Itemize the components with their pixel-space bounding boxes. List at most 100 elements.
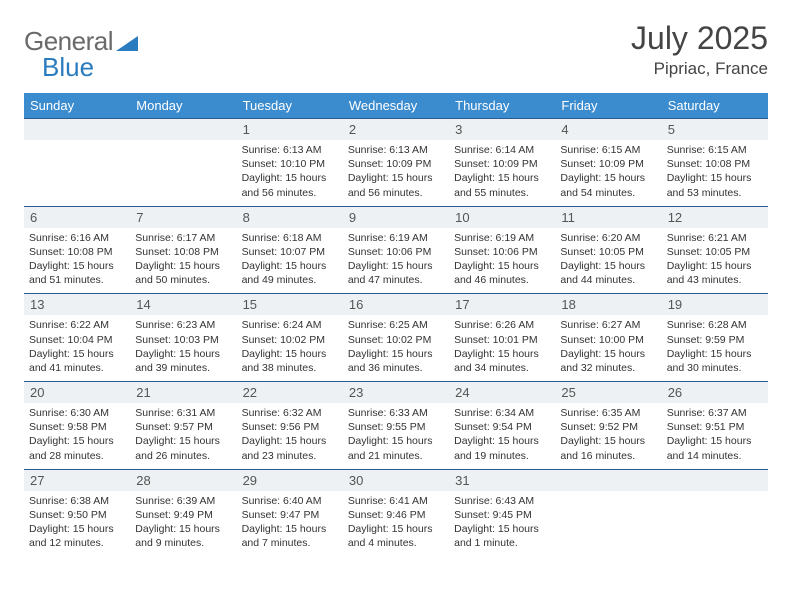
- week-row: 1Sunrise: 6:13 AMSunset: 10:10 PMDayligh…: [24, 118, 768, 206]
- day-cell: 16Sunrise: 6:25 AMSunset: 10:02 PMDaylig…: [343, 293, 449, 381]
- month-title: July 2025: [631, 20, 768, 57]
- day-cell: [555, 469, 661, 557]
- day-header-sunday: Sunday: [24, 93, 130, 118]
- day-cell: 2Sunrise: 6:13 AMSunset: 10:09 PMDayligh…: [343, 118, 449, 206]
- day-cell: 19Sunrise: 6:28 AMSunset: 9:59 PMDayligh…: [662, 293, 768, 381]
- day-number: 29: [237, 469, 343, 491]
- day-number: 28: [130, 469, 236, 491]
- day-number: 9: [343, 206, 449, 228]
- day-number: 31: [449, 469, 555, 491]
- day-number: [555, 469, 661, 491]
- day-cell: 17Sunrise: 6:26 AMSunset: 10:01 PMDaylig…: [449, 293, 555, 381]
- week-row: 27Sunrise: 6:38 AMSunset: 9:50 PMDayligh…: [24, 469, 768, 557]
- day-cell: 11Sunrise: 6:20 AMSunset: 10:05 PMDaylig…: [555, 206, 661, 294]
- day-cell: 30Sunrise: 6:41 AMSunset: 9:46 PMDayligh…: [343, 469, 449, 557]
- header: General July 2025 Pipriac, France: [24, 20, 768, 79]
- day-body: Sunrise: 6:17 AMSunset: 10:08 PMDaylight…: [130, 228, 236, 294]
- day-number: 8: [237, 206, 343, 228]
- day-number: 27: [24, 469, 130, 491]
- day-body: Sunrise: 6:18 AMSunset: 10:07 PMDaylight…: [237, 228, 343, 294]
- day-body: Sunrise: 6:26 AMSunset: 10:01 PMDaylight…: [449, 315, 555, 381]
- day-body: [555, 491, 661, 547]
- day-cell: 24Sunrise: 6:34 AMSunset: 9:54 PMDayligh…: [449, 381, 555, 469]
- day-body: Sunrise: 6:40 AMSunset: 9:47 PMDaylight:…: [237, 491, 343, 557]
- day-number: [24, 118, 130, 140]
- title-block: July 2025 Pipriac, France: [631, 20, 768, 79]
- day-number: 3: [449, 118, 555, 140]
- day-body: Sunrise: 6:34 AMSunset: 9:54 PMDaylight:…: [449, 403, 555, 469]
- day-body: Sunrise: 6:31 AMSunset: 9:57 PMDaylight:…: [130, 403, 236, 469]
- day-cell: 13Sunrise: 6:22 AMSunset: 10:04 PMDaylig…: [24, 293, 130, 381]
- day-number: [662, 469, 768, 491]
- day-body: Sunrise: 6:37 AMSunset: 9:51 PMDaylight:…: [662, 403, 768, 469]
- day-body: [130, 140, 236, 196]
- day-number: 24: [449, 381, 555, 403]
- day-body: Sunrise: 6:35 AMSunset: 9:52 PMDaylight:…: [555, 403, 661, 469]
- day-cell: 8Sunrise: 6:18 AMSunset: 10:07 PMDayligh…: [237, 206, 343, 294]
- day-header-friday: Friday: [555, 93, 661, 118]
- day-body: Sunrise: 6:39 AMSunset: 9:49 PMDaylight:…: [130, 491, 236, 557]
- day-number: 23: [343, 381, 449, 403]
- day-body: Sunrise: 6:22 AMSunset: 10:04 PMDaylight…: [24, 315, 130, 381]
- day-header-monday: Monday: [130, 93, 236, 118]
- day-cell: 14Sunrise: 6:23 AMSunset: 10:03 PMDaylig…: [130, 293, 236, 381]
- day-number: 10: [449, 206, 555, 228]
- day-number: 17: [449, 293, 555, 315]
- day-body: Sunrise: 6:28 AMSunset: 9:59 PMDaylight:…: [662, 315, 768, 381]
- day-number: 12: [662, 206, 768, 228]
- day-cell: 15Sunrise: 6:24 AMSunset: 10:02 PMDaylig…: [237, 293, 343, 381]
- day-cell: 22Sunrise: 6:32 AMSunset: 9:56 PMDayligh…: [237, 381, 343, 469]
- day-body: Sunrise: 6:13 AMSunset: 10:09 PMDaylight…: [343, 140, 449, 206]
- day-number: 26: [662, 381, 768, 403]
- day-body: [662, 491, 768, 547]
- day-number: 2: [343, 118, 449, 140]
- day-number: 22: [237, 381, 343, 403]
- day-cell: 21Sunrise: 6:31 AMSunset: 9:57 PMDayligh…: [130, 381, 236, 469]
- week-row: 20Sunrise: 6:30 AMSunset: 9:58 PMDayligh…: [24, 381, 768, 469]
- day-number: 1: [237, 118, 343, 140]
- day-header-wednesday: Wednesday: [343, 93, 449, 118]
- day-number: 5: [662, 118, 768, 140]
- week-row: 6Sunrise: 6:16 AMSunset: 10:08 PMDayligh…: [24, 206, 768, 294]
- week-row: 13Sunrise: 6:22 AMSunset: 10:04 PMDaylig…: [24, 293, 768, 381]
- day-number: 11: [555, 206, 661, 228]
- day-body: Sunrise: 6:43 AMSunset: 9:45 PMDaylight:…: [449, 491, 555, 557]
- day-cell: 6Sunrise: 6:16 AMSunset: 10:08 PMDayligh…: [24, 206, 130, 294]
- day-number: 6: [24, 206, 130, 228]
- day-number: 15: [237, 293, 343, 315]
- day-cell: 9Sunrise: 6:19 AMSunset: 10:06 PMDayligh…: [343, 206, 449, 294]
- day-cell: 29Sunrise: 6:40 AMSunset: 9:47 PMDayligh…: [237, 469, 343, 557]
- day-cell: [130, 118, 236, 206]
- day-body: Sunrise: 6:21 AMSunset: 10:05 PMDaylight…: [662, 228, 768, 294]
- day-cell: 10Sunrise: 6:19 AMSunset: 10:06 PMDaylig…: [449, 206, 555, 294]
- day-cell: 7Sunrise: 6:17 AMSunset: 10:08 PMDayligh…: [130, 206, 236, 294]
- day-cell: 5Sunrise: 6:15 AMSunset: 10:08 PMDayligh…: [662, 118, 768, 206]
- day-cell: 23Sunrise: 6:33 AMSunset: 9:55 PMDayligh…: [343, 381, 449, 469]
- day-number: 21: [130, 381, 236, 403]
- day-cell: 3Sunrise: 6:14 AMSunset: 10:09 PMDayligh…: [449, 118, 555, 206]
- day-cell: 4Sunrise: 6:15 AMSunset: 10:09 PMDayligh…: [555, 118, 661, 206]
- day-body: Sunrise: 6:24 AMSunset: 10:02 PMDaylight…: [237, 315, 343, 381]
- day-header-row: SundayMondayTuesdayWednesdayThursdayFrid…: [24, 93, 768, 118]
- day-cell: 25Sunrise: 6:35 AMSunset: 9:52 PMDayligh…: [555, 381, 661, 469]
- day-number: 25: [555, 381, 661, 403]
- calendar-table: SundayMondayTuesdayWednesdayThursdayFrid…: [24, 93, 768, 556]
- logo-text-2: Blue: [42, 52, 94, 83]
- day-body: Sunrise: 6:38 AMSunset: 9:50 PMDaylight:…: [24, 491, 130, 557]
- day-body: Sunrise: 6:19 AMSunset: 10:06 PMDaylight…: [343, 228, 449, 294]
- day-body: [24, 140, 130, 196]
- day-cell: 1Sunrise: 6:13 AMSunset: 10:10 PMDayligh…: [237, 118, 343, 206]
- day-body: Sunrise: 6:41 AMSunset: 9:46 PMDaylight:…: [343, 491, 449, 557]
- day-body: Sunrise: 6:30 AMSunset: 9:58 PMDaylight:…: [24, 403, 130, 469]
- day-body: Sunrise: 6:32 AMSunset: 9:56 PMDaylight:…: [237, 403, 343, 469]
- day-cell: 18Sunrise: 6:27 AMSunset: 10:00 PMDaylig…: [555, 293, 661, 381]
- day-cell: 31Sunrise: 6:43 AMSunset: 9:45 PMDayligh…: [449, 469, 555, 557]
- day-number: 18: [555, 293, 661, 315]
- day-number: 13: [24, 293, 130, 315]
- day-body: Sunrise: 6:20 AMSunset: 10:05 PMDaylight…: [555, 228, 661, 294]
- day-number: 16: [343, 293, 449, 315]
- day-body: Sunrise: 6:14 AMSunset: 10:09 PMDaylight…: [449, 140, 555, 206]
- day-cell: 28Sunrise: 6:39 AMSunset: 9:49 PMDayligh…: [130, 469, 236, 557]
- day-header-thursday: Thursday: [449, 93, 555, 118]
- day-cell: 26Sunrise: 6:37 AMSunset: 9:51 PMDayligh…: [662, 381, 768, 469]
